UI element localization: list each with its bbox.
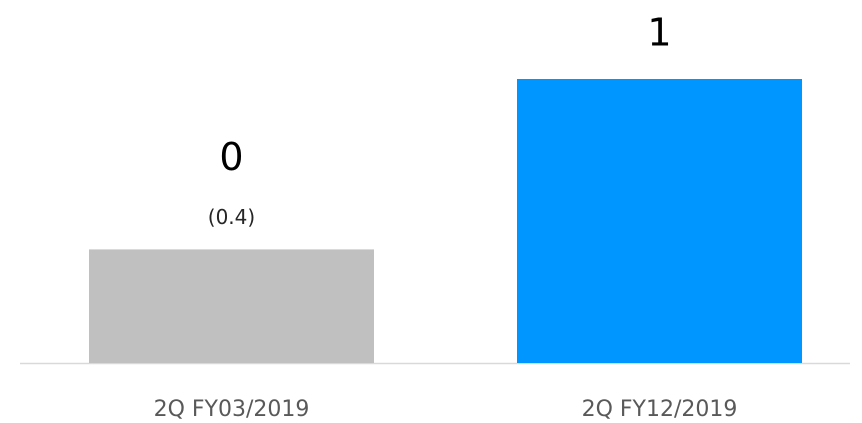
bar bbox=[517, 79, 802, 363]
value-label: 0 bbox=[219, 135, 243, 179]
x-tick-label: 2Q FY03/2019 bbox=[154, 397, 310, 422]
bar bbox=[89, 249, 374, 363]
value-label: 1 bbox=[647, 11, 671, 55]
annotation: (0.4) bbox=[208, 205, 255, 229]
x-tick-label: 2Q FY12/2019 bbox=[582, 397, 738, 422]
